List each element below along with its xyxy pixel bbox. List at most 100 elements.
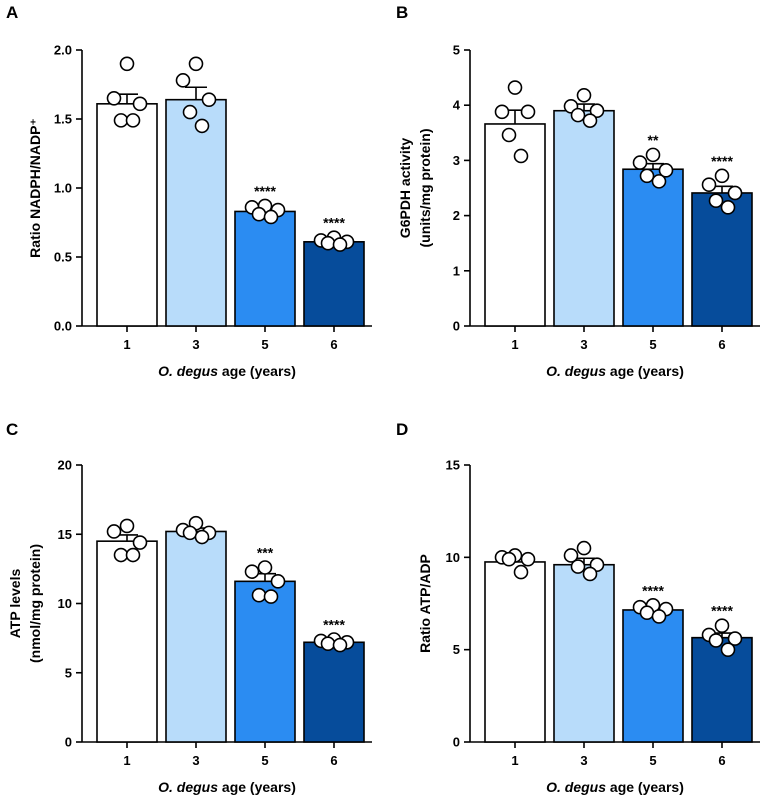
- data-point: [513, 148, 529, 164]
- data-point: [119, 518, 135, 534]
- y-tick-label: 3: [453, 153, 460, 168]
- data-point: [320, 636, 336, 651]
- data-point: [520, 551, 536, 567]
- bar-3: [165, 98, 227, 327]
- x-tick-label: 3: [580, 337, 587, 352]
- data-point: [106, 91, 122, 106]
- y-tick-label: 15: [58, 527, 72, 542]
- x-axis-title: O. degus age (years): [158, 363, 296, 379]
- data-point: [639, 605, 655, 621]
- y-tick-label: 5: [453, 43, 460, 58]
- panel-letter: D: [396, 420, 408, 439]
- bar-6: [303, 641, 365, 743]
- data-point: [639, 168, 655, 184]
- y-tick-label: 0: [453, 735, 460, 750]
- y-tick-label: 0.5: [54, 250, 72, 265]
- data-point: [632, 155, 648, 170]
- y-axis-title: Ratio NADPH/NADP⁺: [27, 118, 43, 258]
- x-tick-label: 1: [511, 753, 518, 768]
- x-axis-title-rest: age (years): [606, 779, 684, 795]
- y-tick-label: 4: [453, 98, 461, 113]
- data-point: [175, 73, 191, 88]
- bar-1: [96, 540, 158, 743]
- data-point: [708, 633, 724, 648]
- data-point: [576, 87, 592, 103]
- data-point: [589, 103, 605, 119]
- panel-letter: A: [6, 3, 18, 22]
- x-axis-title: O. degus age (years): [546, 779, 684, 795]
- bar-5: [234, 580, 296, 743]
- bar-6: [691, 192, 753, 327]
- y-tick-label: 0.0: [54, 319, 72, 334]
- x-tick-label: 5: [649, 753, 656, 768]
- data-point: [701, 177, 717, 192]
- y-axis-title: G6PDH activity: [397, 138, 413, 239]
- y-tick-label: 1.5: [54, 112, 72, 127]
- data-point: [188, 56, 204, 72]
- x-axis-title-species: O. degus: [158, 363, 218, 379]
- y-tick-label: 2: [453, 208, 460, 223]
- data-point: [182, 104, 198, 120]
- y-tick-label: 0: [453, 319, 460, 334]
- data-point: [645, 147, 661, 163]
- x-axis-title-species: O. degus: [546, 363, 606, 379]
- panel-C: C 0 5 10 15 20 1 3 5 *** 6 **** O. degus age (years)…: [6, 420, 372, 795]
- data-point: [714, 618, 730, 633]
- data-point: [244, 564, 260, 579]
- bar-3: [553, 109, 615, 327]
- panel-B: B 0 1 2 3 4 5 1 3 5 ** 6 **** O. degus age (years) G6P…: [396, 3, 760, 379]
- y-tick-label: 20: [58, 458, 72, 473]
- data-point: [257, 560, 273, 575]
- x-axis-title-rest: age (years): [218, 363, 296, 379]
- significance-label: ****: [711, 153, 733, 169]
- y-tick-label: 1.0: [54, 181, 72, 196]
- data-point: [332, 637, 348, 653]
- data-point: [106, 524, 122, 539]
- x-axis-title-species: O. degus: [546, 779, 606, 795]
- bar-5: [622, 609, 684, 743]
- data-point: [270, 574, 286, 589]
- data-point: [651, 609, 667, 624]
- x-tick-label: 3: [580, 753, 587, 768]
- data-point: [332, 237, 348, 252]
- data-point: [113, 113, 129, 128]
- y-tick-label: 15: [446, 458, 460, 473]
- data-point: [727, 185, 743, 201]
- y-tick-label: 5: [65, 665, 72, 680]
- data-point: [263, 209, 279, 225]
- x-axis-title-rest: age (years): [218, 779, 296, 795]
- x-tick-label: 6: [330, 753, 337, 768]
- data-point: [501, 551, 517, 567]
- data-point: [520, 104, 536, 120]
- data-point: [720, 642, 736, 657]
- data-point: [494, 104, 510, 120]
- significance-label: **: [648, 132, 659, 148]
- x-tick-label: 6: [718, 337, 725, 352]
- data-point: [582, 113, 598, 128]
- y-axis-title: ATP levels: [7, 569, 23, 639]
- significance-label: ***: [257, 544, 274, 560]
- x-axis-title-species: O. degus: [158, 779, 218, 795]
- panel-A: A 0.0 0.5 1.0 1.5 2.0 1 3 5 **** 6 **** O. degus age…: [6, 3, 372, 379]
- data-point: [320, 235, 336, 251]
- data-point: [263, 589, 279, 604]
- data-point: [658, 163, 674, 178]
- y-tick-label: 10: [446, 550, 460, 565]
- data-point: [119, 56, 135, 72]
- x-tick-label: 5: [261, 337, 268, 352]
- x-tick-label: 6: [718, 753, 725, 768]
- data-point: [563, 548, 579, 563]
- data-point: [194, 118, 210, 134]
- x-tick-label: 1: [123, 337, 130, 352]
- panel-letter: C: [6, 420, 18, 439]
- data-point: [720, 200, 736, 215]
- data-point: [125, 113, 141, 128]
- x-tick-label: 5: [649, 337, 656, 352]
- x-tick-label: 1: [123, 753, 130, 768]
- significance-label: ****: [323, 617, 345, 633]
- data-point: [251, 587, 267, 603]
- data-point: [182, 525, 198, 541]
- data-point: [714, 168, 730, 184]
- data-point: [507, 80, 523, 95]
- bar-3: [553, 563, 615, 743]
